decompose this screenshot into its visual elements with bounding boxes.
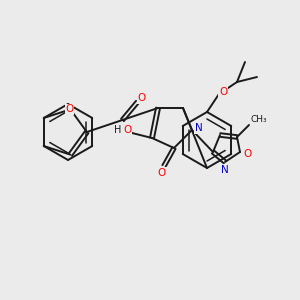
Text: H: H [114,125,122,135]
Text: CH₃: CH₃ [251,116,267,124]
Text: O: O [137,93,146,103]
Text: O: O [158,168,166,178]
Text: O: O [123,125,131,135]
Text: N: N [195,123,203,133]
Text: O: O [243,149,251,159]
Text: N: N [221,165,229,175]
Text: O: O [219,87,227,97]
Text: O: O [65,104,74,114]
